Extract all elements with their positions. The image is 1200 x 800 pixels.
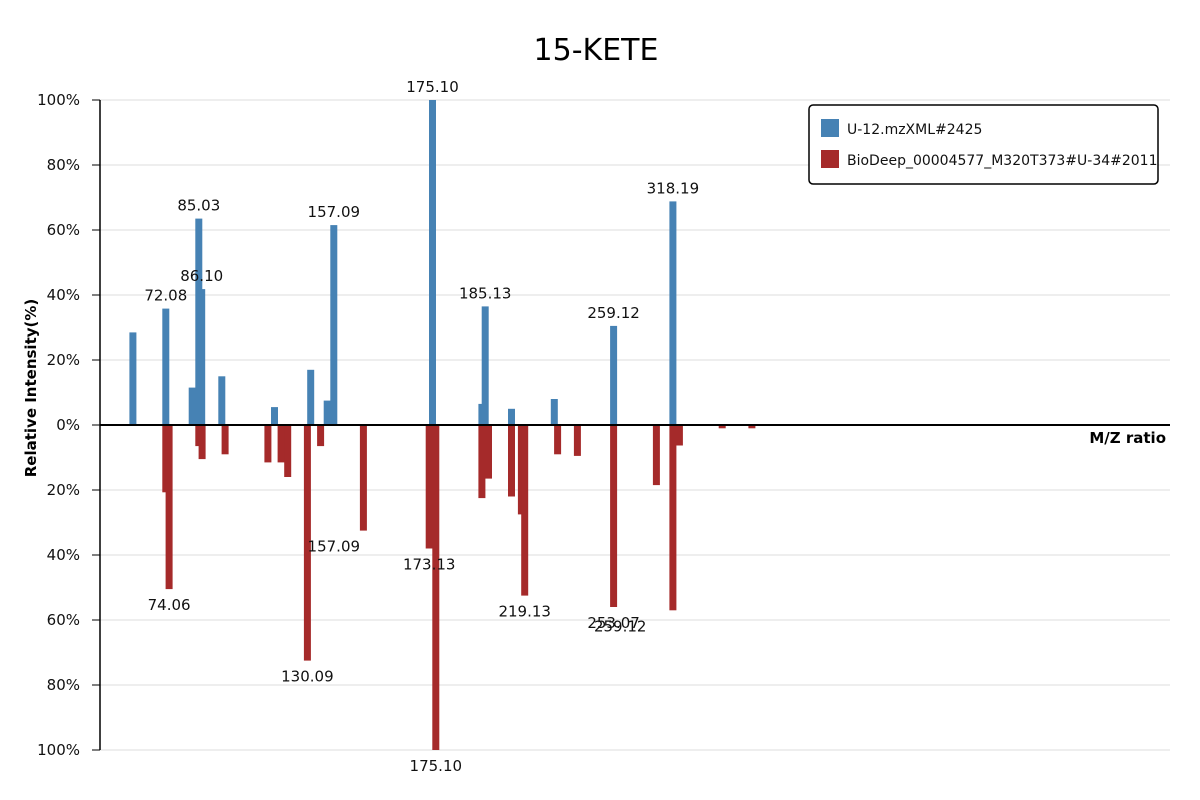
peak-label: 318.19	[647, 179, 700, 197]
y-tick-label: 40%	[47, 546, 80, 564]
legend-box	[808, 104, 1159, 185]
query-bar	[307, 369, 315, 426]
peak-label: 74.06	[148, 596, 191, 614]
reference-bar	[359, 425, 367, 531]
peak-label: 175.10	[410, 757, 463, 775]
peak-label: 157.09	[308, 538, 361, 556]
y-tick-label: 40%	[47, 286, 80, 304]
query-bar	[508, 408, 515, 426]
reference-bar	[485, 425, 492, 479]
reference-bar	[521, 425, 529, 596]
peak-labels: 72.08 85.03 86.10 157.09 175.10 185.13 259.12 3…	[144, 78, 699, 775]
y-tick-label: 20%	[47, 351, 80, 369]
reference-bar	[669, 425, 677, 611]
query-bar	[323, 400, 331, 425]
query-bar	[188, 387, 196, 425]
reference-bar	[277, 425, 285, 463]
reference-bar	[303, 425, 311, 661]
y-axis-ticks: 100% 80% 60% 40% 20% 0% 20% 40% 60% 80% 100%	[37, 91, 100, 759]
query-bar	[550, 399, 558, 425]
y-tick-label: 20%	[47, 481, 80, 499]
reference-bar	[675, 425, 683, 446]
reference-bar	[264, 425, 272, 463]
reference-bar	[748, 425, 756, 429]
reference-bar	[718, 425, 726, 429]
chart-title: 15-KETE	[534, 33, 659, 68]
peak-label: 253.07	[587, 614, 640, 632]
peak-label: 173.13	[403, 556, 456, 574]
query-bar	[198, 289, 206, 425]
reference-bar	[165, 425, 173, 590]
y-tick-label: 100%	[37, 741, 80, 759]
peak-label: 259.12	[587, 304, 640, 322]
y-tick-label: 0%	[56, 416, 80, 434]
peak-label: 259.12	[594, 617, 647, 635]
query-bar	[218, 376, 226, 426]
query-bar	[669, 201, 677, 425]
legend-label-query: U-12.mzXML#2425	[847, 122, 982, 138]
query-bar	[271, 407, 278, 425]
peak-label: 72.08	[144, 287, 187, 305]
legend: U-12.mzXML#2425 BioDeep_00004577_M320T37…	[808, 104, 1159, 185]
y-tick-label: 60%	[47, 221, 80, 239]
reference-bar	[652, 425, 660, 486]
peak-label: 85.03	[177, 197, 220, 215]
bars	[129, 100, 756, 750]
query-bar	[129, 332, 137, 425]
x-axis-title: M/Z ratio	[1089, 429, 1166, 447]
legend-label-reference: BioDeep_00004577_M320T373#U-34#2011	[847, 153, 1158, 169]
reference-bar	[554, 425, 562, 455]
query-bar	[429, 100, 436, 425]
reference-bar	[478, 425, 486, 499]
y-axis-title: Relative Intensity(%)	[22, 299, 40, 478]
query-bar	[330, 225, 338, 425]
query-bar	[481, 306, 489, 425]
reference-bar	[425, 425, 433, 549]
reference-bar	[610, 425, 618, 607]
reference-bar	[573, 425, 581, 456]
y-tick-label: 60%	[47, 611, 80, 629]
peak-label: 185.13	[459, 284, 512, 302]
y-tick-label: 100%	[37, 91, 80, 109]
legend-swatch-query	[821, 119, 839, 137]
reference-bar	[198, 425, 206, 460]
reference-bar	[284, 425, 292, 477]
peak-label: 130.09	[281, 668, 334, 686]
reference-bar	[221, 425, 229, 455]
y-tick-label: 80%	[47, 156, 80, 174]
query-bar	[162, 308, 170, 425]
legend-swatch-reference	[821, 150, 839, 168]
reference-bar	[508, 425, 515, 497]
reference-bar	[432, 425, 440, 750]
query-bar	[610, 325, 618, 425]
peak-label: 175.10	[406, 78, 459, 96]
peak-label: 219.13	[498, 603, 551, 621]
y-tick-label: 80%	[47, 676, 80, 694]
peak-label: 86.10	[180, 267, 223, 285]
peak-label: 157.09	[308, 203, 361, 221]
reference-bar	[317, 425, 325, 447]
